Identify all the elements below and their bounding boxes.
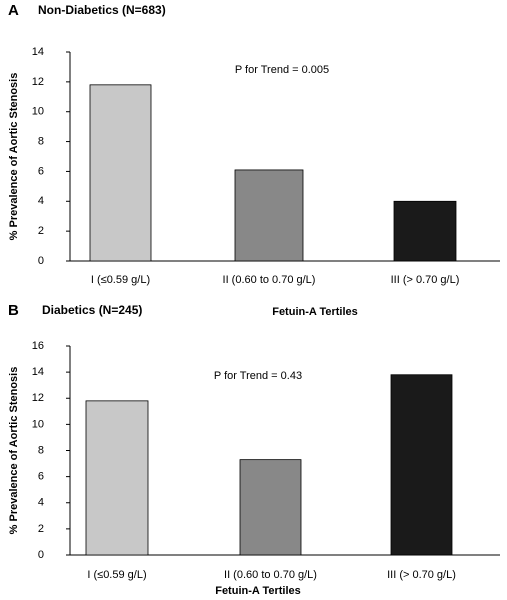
x-tick-label: II (0.60 to 0.70 g/L) bbox=[224, 569, 317, 581]
chart-title: Diabetics (N=245) bbox=[42, 303, 142, 317]
x-tick-label: III (> 0.70 g/L) bbox=[387, 569, 456, 581]
panel-label: A bbox=[8, 2, 19, 19]
bar bbox=[390, 374, 453, 556]
y-tick-label: 4 bbox=[38, 497, 44, 509]
y-tick-label: 12 bbox=[32, 76, 44, 88]
y-tick-label: 0 bbox=[38, 255, 44, 267]
bar bbox=[393, 200, 457, 262]
x-tick-label: I (≤0.59 g/L) bbox=[91, 274, 150, 286]
annotation: P for Trend = 0.005 bbox=[235, 64, 329, 76]
chart-title: Non-Diabetics (N=683) bbox=[38, 3, 166, 17]
x-tick-label: I (≤0.59 g/L) bbox=[87, 569, 146, 581]
annotation: P for Trend = 0.43 bbox=[214, 370, 302, 382]
x-tick-label: II (0.60 to 0.70 g/L) bbox=[223, 274, 316, 286]
panel-label: B bbox=[8, 302, 19, 319]
y-tick-label: 8 bbox=[38, 135, 44, 147]
y-tick-label: 14 bbox=[32, 46, 44, 58]
y-tick-label: 10 bbox=[32, 418, 44, 430]
y-tick-label: 6 bbox=[38, 471, 44, 483]
y-tick-label: 8 bbox=[38, 444, 44, 456]
x-axis-label: Fetuin-A Tertiles bbox=[215, 585, 301, 597]
y-tick-label: 0 bbox=[38, 549, 44, 561]
y-tick-label: 4 bbox=[38, 195, 44, 207]
x-axis-label: Fetuin-A Tertiles bbox=[272, 306, 358, 318]
y-tick-label: 10 bbox=[32, 106, 44, 118]
y-tick-label: 16 bbox=[32, 340, 44, 352]
bar bbox=[239, 459, 302, 556]
y-tick-label: 14 bbox=[32, 366, 44, 378]
bar bbox=[89, 84, 152, 262]
y-tick-label: 2 bbox=[38, 225, 44, 237]
y-axis-label: % Prevalence of Aortic Stenosis bbox=[8, 367, 20, 535]
y-tick-label: 12 bbox=[32, 392, 44, 404]
x-tick-label: III (> 0.70 g/L) bbox=[391, 274, 460, 286]
bar bbox=[234, 169, 304, 262]
y-tick-label: 2 bbox=[38, 523, 44, 535]
y-tick-label: 6 bbox=[38, 165, 44, 177]
y-axis-label: % Prevalence of Aortic Stenosis bbox=[8, 73, 20, 241]
bar bbox=[85, 400, 149, 556]
